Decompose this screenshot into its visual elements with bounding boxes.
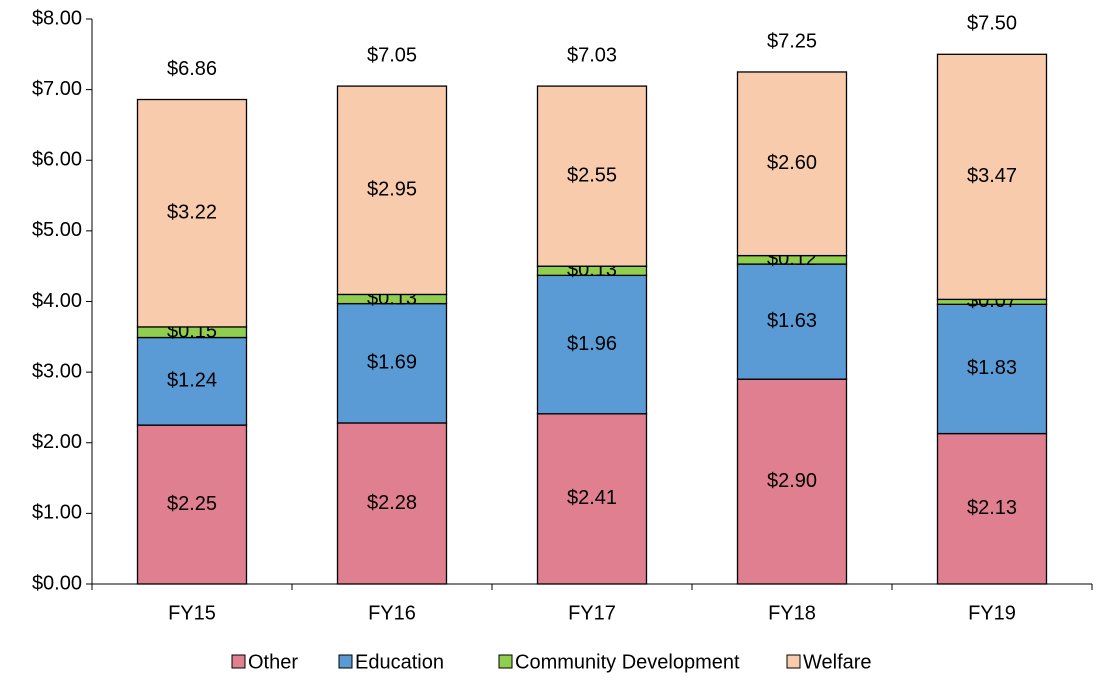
bar-segment: [336, 85, 448, 296]
data-label: $1.69: [367, 352, 417, 374]
bar-segment: [136, 98, 248, 328]
y-tick-label: $5.00: [32, 219, 82, 241]
bar-segment: [536, 413, 648, 585]
total-label: $7.50: [967, 13, 1017, 35]
bar-segment: [936, 53, 1048, 301]
legend-swatch: [498, 654, 513, 669]
legend-label: Welfare: [803, 651, 872, 673]
x-tick-label: FY15: [168, 602, 216, 624]
x-tick-label: FY19: [968, 602, 1016, 624]
bar-segment: [736, 263, 848, 380]
data-label: $2.90: [767, 470, 817, 492]
legend-swatch: [338, 654, 353, 669]
total-label: $7.03: [567, 44, 617, 66]
data-label: $1.96: [567, 333, 617, 355]
x-tick-label: FY18: [768, 602, 816, 624]
bar-segment: [936, 432, 1048, 585]
data-label: $3.22: [167, 202, 217, 224]
data-label: $2.13: [967, 497, 1017, 519]
legend-label: Other: [248, 651, 298, 673]
y-tick-label: $6.00: [32, 149, 82, 171]
data-label: $1.63: [767, 310, 817, 332]
data-label: $2.41: [567, 487, 617, 509]
bar-segment: [736, 378, 848, 585]
x-tick-label: FY16: [368, 602, 416, 624]
bar-segment: [536, 85, 648, 267]
y-tick-label: $3.00: [32, 360, 82, 382]
y-tick-label: $0.00: [32, 572, 82, 594]
data-label: $2.95: [367, 179, 417, 201]
total-label: $7.05: [367, 44, 417, 66]
y-tick-label: $1.00: [32, 502, 82, 524]
legend-label: Community Development: [515, 651, 740, 673]
bar-segment: [536, 274, 648, 415]
data-label: $2.28: [367, 492, 417, 514]
data-label: $2.55: [567, 164, 617, 186]
bar-segment: [736, 71, 848, 257]
bar-segment: [336, 422, 448, 585]
y-tick-label: $4.00: [32, 290, 82, 312]
data-label: $1.24: [167, 370, 217, 392]
y-tick-label: $8.00: [32, 7, 82, 29]
total-label: $7.25: [767, 30, 817, 52]
bar-segment: [136, 336, 248, 426]
data-label: $2.60: [767, 152, 817, 174]
legend-swatch: [231, 654, 246, 669]
data-label: $3.47: [967, 165, 1017, 187]
legend-swatch: [786, 654, 801, 669]
x-tick-label: FY17: [568, 602, 616, 624]
y-tick-label: $7.00: [32, 78, 82, 100]
bar-segment: [136, 424, 248, 585]
bar-segment: [936, 303, 1048, 435]
data-label: $1.83: [967, 357, 1017, 379]
total-label: $6.86: [167, 58, 217, 80]
y-tick-label: $2.00: [32, 431, 82, 453]
data-label: $2.25: [167, 493, 217, 515]
legend-label: Education: [355, 651, 444, 673]
